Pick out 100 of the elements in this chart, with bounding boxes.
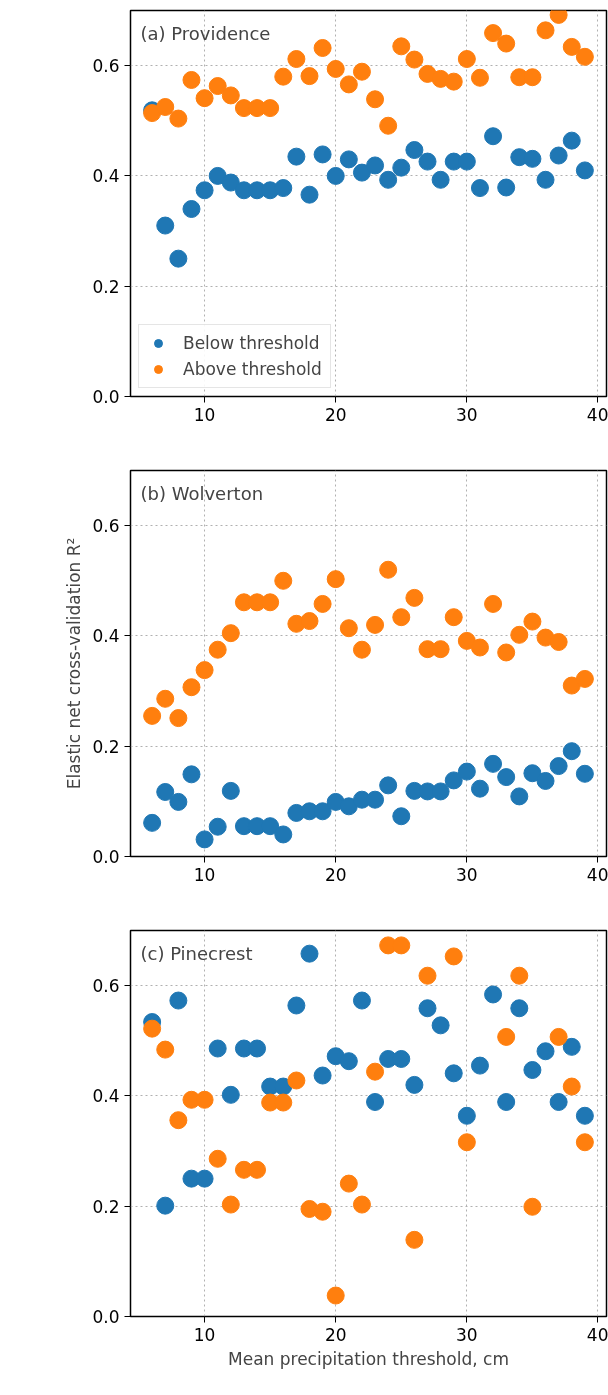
- point: [195, 1090, 214, 1109]
- point: [169, 792, 188, 811]
- point: [379, 116, 398, 135]
- point: [352, 640, 371, 659]
- point: [484, 24, 503, 43]
- point: [523, 612, 542, 631]
- point: [182, 71, 201, 89]
- point: [444, 72, 463, 91]
- point: [300, 612, 319, 631]
- x-tick-label: 30: [456, 1324, 478, 1345]
- point: [339, 1052, 358, 1071]
- point: [405, 50, 424, 69]
- point: [339, 797, 358, 816]
- point: [457, 631, 476, 650]
- point: [339, 150, 358, 169]
- point: [169, 709, 188, 728]
- point: [221, 173, 240, 192]
- point: [510, 999, 529, 1018]
- y-axis-title: Elastic net cross-validation R²: [64, 537, 85, 790]
- point: [274, 1093, 293, 1112]
- point: [392, 608, 411, 627]
- point: [182, 678, 201, 697]
- point: [562, 131, 581, 150]
- point: [300, 67, 319, 86]
- point: [221, 1195, 240, 1214]
- legend-label: Below threshold: [183, 333, 320, 353]
- point: [208, 77, 227, 96]
- point: [313, 1202, 332, 1221]
- y-tick-label: 0.4: [92, 626, 120, 647]
- point: [339, 619, 358, 638]
- point: [352, 62, 371, 81]
- point: [470, 179, 489, 198]
- point: [497, 178, 516, 197]
- point: [484, 985, 503, 1004]
- point: [143, 1019, 162, 1038]
- point: [156, 1196, 175, 1215]
- point: [497, 1093, 516, 1111]
- point: [156, 98, 175, 116]
- annotation: (b) Wolverton: [140, 482, 264, 504]
- point: [405, 1230, 424, 1249]
- point: [523, 68, 542, 87]
- y-tick-label: 0.2: [92, 276, 120, 297]
- point: [274, 179, 293, 198]
- point: [366, 90, 385, 109]
- point: [562, 742, 581, 761]
- point: [248, 1039, 267, 1058]
- point: [169, 991, 188, 1010]
- point: [379, 170, 398, 189]
- point: [261, 817, 280, 836]
- point: [313, 594, 332, 613]
- annotation: (c) Pinecrest: [140, 942, 253, 964]
- annotation: (a) Providence: [140, 22, 271, 44]
- point: [562, 1077, 581, 1096]
- point: [405, 1075, 424, 1094]
- point: [221, 86, 240, 105]
- y-tick-label: 0.6: [92, 516, 120, 537]
- point: [510, 787, 529, 806]
- point: [313, 39, 332, 57]
- point: [326, 59, 345, 78]
- point: [392, 936, 411, 955]
- point: [562, 1037, 581, 1056]
- point: [313, 145, 332, 164]
- x-tick-label: 20: [324, 404, 347, 425]
- point: [221, 781, 240, 800]
- point: [195, 89, 214, 108]
- point: [470, 1056, 489, 1075]
- x-axis-title: Mean precipitation threshold, cm: [228, 1348, 509, 1369]
- point: [274, 571, 293, 590]
- point: [287, 996, 306, 1015]
- point: [523, 764, 542, 783]
- x-tick-label: 40: [586, 864, 608, 885]
- point: [484, 594, 503, 613]
- point: [143, 813, 162, 832]
- y-tick-label: 0.4: [92, 1086, 120, 1107]
- point: [549, 633, 568, 651]
- point: [497, 768, 516, 787]
- point: [523, 1061, 542, 1079]
- point: [549, 1027, 568, 1046]
- x-tick-label: 20: [324, 864, 347, 885]
- y-tick-label: 0.4: [92, 166, 120, 187]
- point: [392, 807, 411, 826]
- point: [326, 570, 345, 589]
- legend-label: Above threshold: [183, 359, 322, 379]
- point: [208, 1149, 227, 1168]
- point: [143, 706, 162, 725]
- point: [444, 1064, 463, 1083]
- point: [457, 50, 476, 69]
- x-tick-label: 30: [456, 864, 478, 885]
- point: [287, 50, 306, 69]
- point: [497, 34, 516, 53]
- y-tick-label: 0.0: [92, 387, 120, 407]
- point: [208, 1039, 227, 1058]
- x-tick-label: 40: [586, 1324, 608, 1345]
- point: [575, 47, 594, 66]
- point: [497, 1027, 516, 1046]
- point: [366, 1062, 385, 1081]
- x-tick-label: 10: [193, 404, 216, 425]
- point: [549, 146, 568, 165]
- point: [366, 790, 385, 809]
- point: [195, 1169, 214, 1188]
